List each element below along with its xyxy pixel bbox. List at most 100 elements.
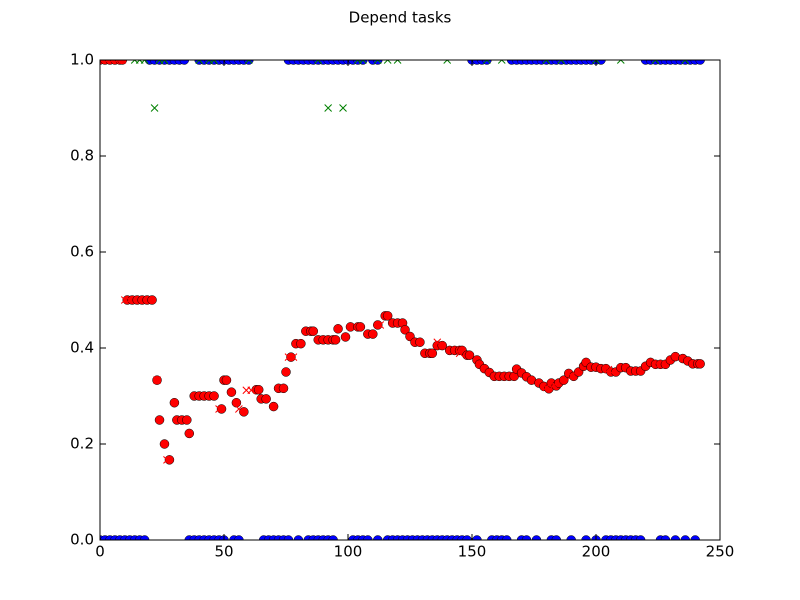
point — [293, 535, 304, 540]
y-tick-label: 0.0 — [70, 531, 94, 549]
point — [581, 535, 591, 540]
point — [330, 335, 341, 345]
x-point — [483, 60, 491, 64]
point — [333, 324, 343, 334]
point — [283, 535, 294, 540]
x-point — [443, 60, 452, 64]
x-point — [604, 365, 613, 374]
point — [482, 60, 492, 65]
point — [373, 320, 383, 330]
x-point — [118, 60, 127, 64]
point — [472, 535, 482, 540]
x-tick-label: 150 — [458, 543, 487, 561]
point — [382, 311, 393, 321]
point — [521, 535, 532, 540]
x-point — [160, 60, 169, 64]
point — [566, 535, 576, 540]
point — [286, 352, 296, 362]
point — [234, 535, 244, 540]
point — [427, 348, 438, 359]
x-point — [393, 60, 402, 64]
point — [209, 391, 219, 401]
x-tick-label: 100 — [334, 543, 363, 561]
point — [464, 350, 475, 360]
x-point — [542, 383, 551, 392]
y-tick-label: 1.0 — [70, 51, 94, 69]
x-point — [235, 405, 243, 413]
point — [182, 415, 192, 425]
x-point — [681, 60, 690, 64]
point — [159, 439, 170, 449]
point — [328, 535, 338, 540]
point — [670, 535, 681, 540]
point — [680, 535, 691, 540]
x-point — [455, 349, 464, 358]
x-point — [383, 60, 392, 64]
x-point — [567, 372, 576, 381]
point — [281, 367, 291, 377]
x-point — [153, 376, 161, 385]
x-point — [549, 381, 558, 389]
point — [169, 397, 180, 408]
x-point — [150, 104, 159, 112]
point — [231, 397, 242, 408]
point — [355, 322, 366, 332]
point — [695, 60, 705, 65]
point — [462, 535, 472, 540]
x-point — [359, 60, 367, 64]
point — [400, 325, 410, 335]
point — [239, 407, 249, 417]
y-tick-label: 0.4 — [70, 339, 94, 357]
point — [278, 383, 289, 394]
point — [559, 375, 569, 385]
x-point — [195, 60, 204, 64]
x-point — [654, 360, 662, 369]
x-point — [289, 353, 298, 361]
x-point — [100, 60, 104, 64]
point — [690, 535, 700, 540]
point — [147, 295, 157, 305]
x-point — [497, 60, 506, 64]
x-point — [373, 60, 382, 64]
x-point — [210, 60, 218, 64]
point — [340, 332, 351, 342]
x-point — [140, 60, 149, 64]
point — [635, 535, 646, 540]
point — [531, 535, 542, 540]
x-tick-label: 50 — [214, 543, 233, 561]
x-point — [616, 60, 625, 64]
point — [660, 535, 671, 540]
x-point — [592, 60, 600, 64]
x-point — [651, 60, 660, 64]
point — [501, 535, 512, 540]
x-point — [339, 104, 347, 112]
point — [296, 338, 306, 349]
point — [308, 326, 319, 336]
point — [244, 60, 254, 65]
point — [154, 415, 165, 425]
point — [179, 60, 190, 65]
x-tick-label: 0 — [95, 543, 105, 561]
point — [415, 337, 425, 347]
point — [373, 60, 383, 65]
y-tick-label: 0.2 — [70, 435, 94, 453]
y-tick-label: 0.6 — [70, 243, 94, 261]
x-point — [542, 60, 551, 64]
point — [261, 394, 271, 404]
plot-area — [100, 60, 705, 540]
point — [184, 428, 195, 439]
point — [216, 404, 227, 414]
x-point — [314, 60, 323, 64]
x-point — [433, 338, 442, 347]
point — [695, 359, 705, 369]
x-point — [557, 60, 566, 64]
point — [368, 329, 378, 339]
point — [437, 340, 447, 351]
x-point — [163, 455, 171, 464]
point — [221, 375, 232, 385]
point — [164, 455, 175, 465]
point — [139, 535, 150, 540]
point — [253, 385, 264, 395]
